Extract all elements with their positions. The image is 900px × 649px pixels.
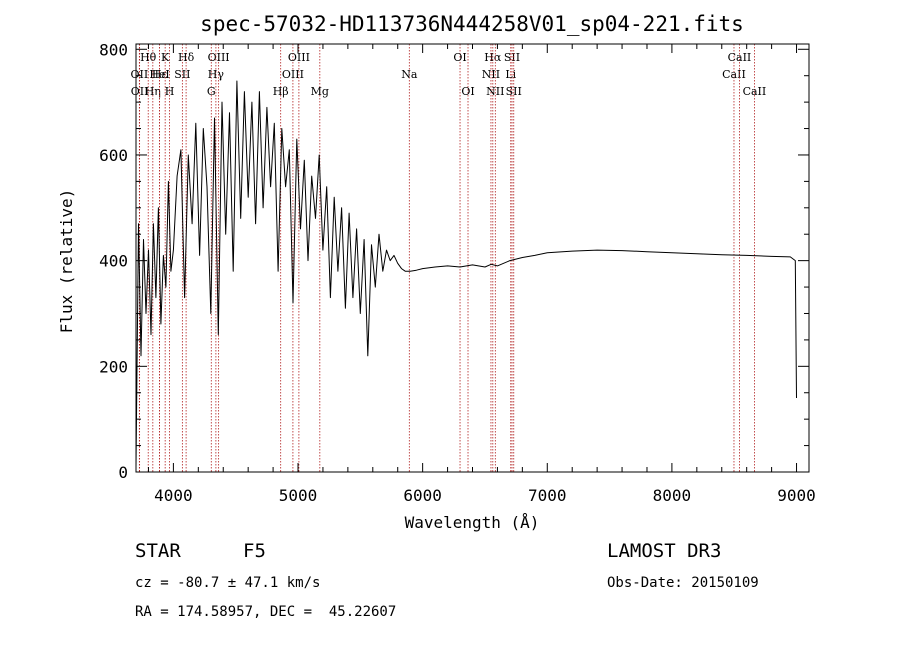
x-axis-label: Wavelength (Å) (405, 513, 540, 532)
spectral-line-label: Na (401, 68, 418, 81)
x-tick-label: 8000 (653, 486, 692, 505)
spectral-line-label: HeI (149, 68, 169, 81)
spectral-line-label: OIII (208, 51, 230, 64)
y-tick-label: 0 (118, 463, 128, 482)
spectral-line-label: H (165, 85, 175, 98)
coordinates-readout: RA = 174.58957, DEC = 45.22607 (135, 604, 397, 620)
spectral-line-label: SII (504, 51, 520, 64)
spectral-line-label: NII (486, 85, 504, 98)
x-tick-label: 6000 (403, 486, 442, 505)
data-layer (135, 80, 797, 467)
spectral-line-label: Hδ (178, 51, 195, 64)
spectral-line-label: SII (174, 68, 190, 81)
x-tick-label: 5000 (279, 486, 318, 505)
x-tick-label: 4000 (154, 486, 193, 505)
spectral-line-label: OI (461, 85, 474, 98)
spectral-line-label: OII (131, 85, 149, 98)
observation-date: Obs-Date: 20150109 (607, 575, 759, 591)
spectral-line-label: OIII (288, 51, 310, 64)
spectral-line-label: Hγ (208, 68, 225, 81)
spectral-line-label: Hα (484, 51, 502, 64)
spectral-line-label: SII (506, 85, 522, 98)
x-tick-label: 7000 (528, 486, 567, 505)
y-tick-label: 200 (99, 357, 128, 376)
spectral-line-label: Hθ (140, 51, 157, 64)
spectrum-line (135, 80, 797, 467)
redshift-readout: cz = -80.7 ± 47.1 km/s (135, 575, 321, 591)
plot-frame (135, 43, 810, 473)
chart-title: spec-57032-HD113736N444258V01_sp04-221.f… (200, 12, 744, 36)
spectral-line-label: OI (453, 51, 466, 64)
y-tick-label: 400 (99, 252, 128, 271)
spectral-line-label: CaII (743, 85, 767, 98)
axes-layer: 4000 5000 6000 7000 8000 9000 0 200 400 600 800 (99, 40, 816, 505)
spectral-line-label: NII (482, 68, 500, 81)
spectral-line-label: Mg (311, 85, 329, 98)
spectral-line-label: Hη (145, 85, 161, 98)
spectral-line-label: G (207, 85, 216, 98)
spectral-line-label: Hβ (273, 85, 289, 98)
spectral-line-label: CaII (728, 51, 752, 64)
y-tick-label: 800 (99, 40, 128, 59)
y-axis-label: Flux (relative) (57, 189, 76, 334)
object-class: STAR (135, 540, 181, 562)
y-tick-label: 600 (99, 146, 128, 165)
spectral-line-label: K (161, 51, 170, 64)
spectral-line-label: Li (505, 68, 516, 81)
spectral-line-label: OIII (282, 68, 304, 81)
survey-label: LAMOST DR3 (607, 540, 722, 562)
x-tick-label: 9000 (777, 486, 816, 505)
spectral-line-label: CaII (722, 68, 746, 81)
object-subclass: F5 (243, 540, 266, 562)
